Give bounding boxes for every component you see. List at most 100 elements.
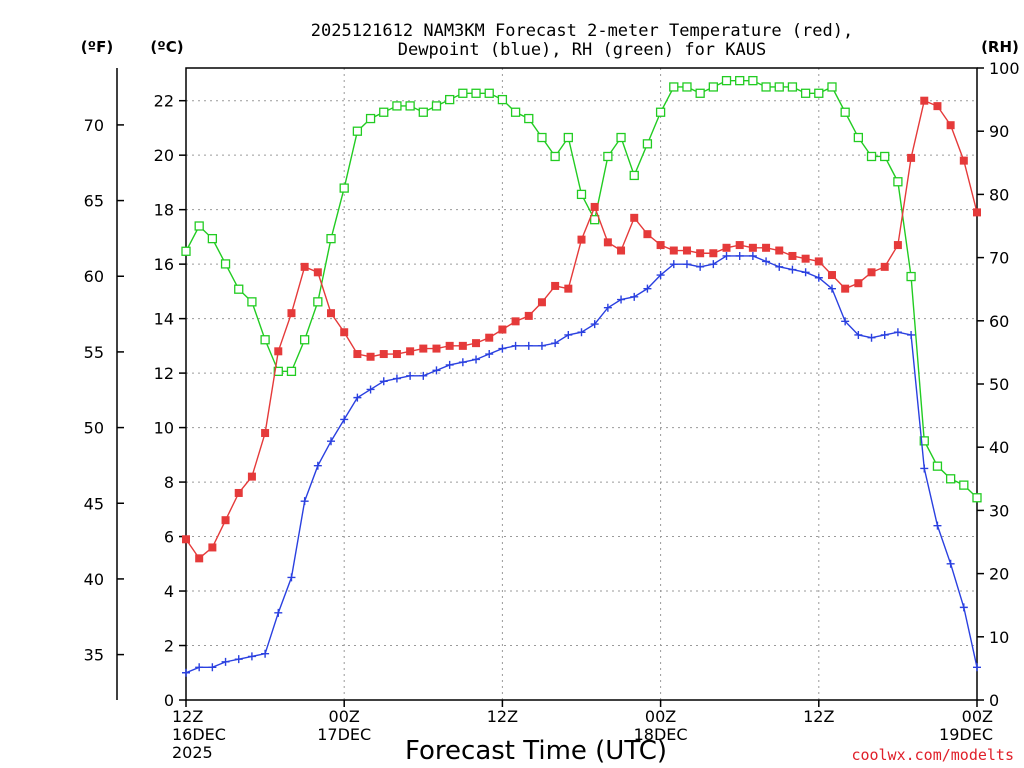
point-temperature	[379, 350, 388, 359]
y-tick-label-f: 65	[84, 192, 104, 211]
point-rh	[405, 101, 415, 111]
point-dewpoint	[959, 603, 968, 612]
y-tick-label-f: 35	[84, 646, 104, 665]
point-dewpoint	[313, 461, 322, 470]
point-rh	[669, 82, 679, 92]
y-tick-label-c: 20	[154, 146, 174, 165]
point-dewpoint	[340, 415, 349, 424]
point-rh	[458, 88, 468, 98]
point-temperature	[353, 350, 362, 359]
point-dewpoint	[973, 663, 981, 672]
point-temperature	[287, 309, 296, 318]
y-tick-label-rh: 10	[989, 628, 1009, 647]
chart-title-line2: Dewpoint (blue), RH (green) for KAUS	[398, 40, 766, 60]
point-temperature	[880, 262, 889, 271]
point-temperature	[946, 121, 955, 130]
point-temperature	[458, 341, 467, 350]
point-rh	[945, 474, 956, 484]
point-dewpoint	[643, 284, 652, 293]
x-tick-label: 2025	[172, 743, 213, 762]
point-rh	[379, 107, 389, 117]
point-temperature	[959, 156, 968, 165]
chart-title-line1: 2025121612 NAM3KM Forecast 2-meter Tempe…	[311, 21, 853, 41]
point-dewpoint	[406, 371, 415, 380]
point-dewpoint	[880, 330, 889, 339]
point-rh	[234, 284, 244, 294]
point-temperature	[907, 153, 916, 162]
point-dewpoint	[392, 374, 401, 383]
y-ticks-celsius: 0 2 4 6 8 10 12 14 16 18 20 22	[154, 92, 186, 710]
point-rh	[590, 215, 600, 225]
y-tick-label-rh: 40	[989, 438, 1009, 457]
y-tick-label-c: 2	[164, 637, 174, 656]
point-dewpoint	[498, 344, 507, 353]
point-temperature	[327, 309, 336, 318]
point-rh	[853, 132, 863, 143]
point-temperature	[208, 543, 217, 552]
point-rh	[603, 151, 613, 162]
point-temperature	[590, 202, 599, 211]
y-tick-label-f: 70	[84, 116, 104, 135]
point-dewpoint	[867, 333, 876, 342]
point-temperature	[498, 325, 507, 334]
point-temperature	[735, 241, 744, 250]
point-dewpoint	[669, 260, 678, 269]
point-dewpoint	[775, 262, 784, 271]
point-temperature	[274, 347, 283, 356]
point-dewpoint	[564, 330, 573, 339]
point-rh	[642, 139, 653, 149]
x-axis-title: Forecast Time (UTC)	[405, 736, 667, 766]
point-rh	[827, 82, 837, 92]
point-rh	[761, 82, 771, 92]
point-dewpoint	[485, 350, 494, 359]
point-rh	[286, 366, 297, 377]
y-tick-label-c: 4	[164, 582, 174, 601]
credit-text: coolwx.com/modelts	[851, 746, 1014, 764]
point-rh	[524, 113, 534, 124]
point-dewpoint	[682, 260, 691, 269]
point-temperature	[419, 344, 428, 353]
y-tick-label-f: 60	[84, 267, 104, 286]
x-tick-label: 16DEC	[172, 725, 226, 744]
x-tick-label: 00Z	[329, 707, 360, 726]
point-dewpoint	[472, 355, 481, 364]
point-rh	[326, 233, 336, 244]
point-temperature	[340, 328, 349, 337]
point-dewpoint	[182, 668, 190, 677]
y-tick-label-rh: 0	[989, 691, 999, 710]
point-dewpoint	[907, 330, 916, 339]
point-temperature	[221, 516, 230, 525]
point-dewpoint	[827, 284, 836, 293]
point-rh	[655, 107, 666, 117]
point-dewpoint	[274, 608, 283, 617]
point-temperature	[893, 241, 902, 250]
y-tick-label-rh: 30	[989, 501, 1009, 520]
x-tick-label: 19DEC	[939, 725, 993, 744]
y-tick-label-c: 22	[154, 92, 174, 111]
point-temperature	[841, 284, 850, 293]
point-dewpoint	[801, 268, 810, 277]
point-rh	[484, 88, 494, 98]
point-dewpoint	[379, 377, 388, 386]
y-tick-label-c: 16	[154, 255, 174, 274]
point-dewpoint	[630, 292, 639, 301]
point-dewpoint	[577, 328, 586, 337]
point-rh	[682, 82, 692, 92]
point-rh	[721, 75, 732, 86]
point-dewpoint	[419, 371, 428, 380]
point-dewpoint	[511, 341, 520, 350]
y-tick-label-rh: 50	[989, 375, 1009, 394]
point-dewpoint	[854, 330, 863, 339]
point-rh	[471, 88, 481, 98]
point-dewpoint	[748, 251, 757, 260]
y-tick-label-c: 6	[164, 528, 174, 547]
y-tick-label-rh: 60	[989, 312, 1009, 331]
point-rh	[880, 151, 890, 162]
point-rh	[708, 82, 718, 92]
point-dewpoint	[656, 271, 665, 280]
point-rh	[906, 271, 916, 282]
point-dewpoint	[261, 649, 270, 658]
grid-lines	[186, 68, 977, 700]
point-temperature	[472, 339, 481, 348]
